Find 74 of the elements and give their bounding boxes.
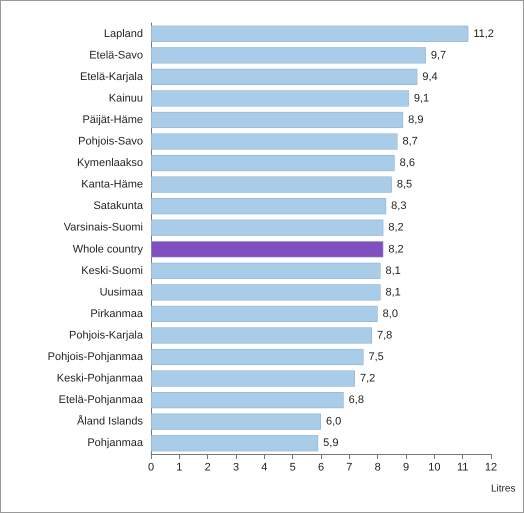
x-tick-label: 9	[402, 462, 410, 474]
data-label: 8,0	[382, 308, 398, 320]
y-tick-label: Lapland	[104, 28, 143, 40]
y-tick-label: Uusimaa	[100, 286, 144, 298]
y-tick-label: Etelä-Pohjanmaa	[58, 394, 144, 406]
y-tick-label: Pohjois-Pohjanmaa	[48, 351, 144, 364]
y-tick-label: Kainuu	[108, 92, 143, 104]
data-label: 5,9	[323, 437, 338, 450]
x-axis-title: Litres	[491, 484, 516, 494]
data-label: 8,7	[402, 136, 418, 148]
data-label: 8,6	[400, 157, 415, 170]
data-label: 7,2	[360, 372, 376, 385]
bar	[151, 306, 378, 322]
x-tick-label: 5	[290, 462, 296, 474]
y-tick-label: Kymenlaakso	[76, 157, 143, 170]
bar	[151, 176, 392, 193]
bar	[151, 327, 372, 344]
data-label: 8,1	[386, 286, 401, 298]
bar	[151, 348, 364, 366]
data-label: 11,2	[473, 28, 494, 40]
data-label: 8,2	[388, 243, 404, 256]
x-tick-label: 7	[346, 462, 352, 474]
data-label: 7,8	[377, 329, 392, 342]
bar	[151, 90, 409, 107]
y-tick-label: Keski-Pohjanmaa	[56, 372, 144, 385]
x-tick-label: 10	[428, 462, 440, 474]
data-label: 8,3	[391, 200, 406, 212]
bar	[151, 220, 384, 236]
x-tick-label: 0	[148, 462, 154, 474]
data-label: 8,2	[388, 222, 404, 234]
data-label: 9,4	[422, 70, 438, 83]
y-tick-label: Pirkanmaa	[90, 308, 144, 320]
data-label: 6,8	[348, 394, 364, 406]
x-tick-label: 3	[232, 462, 240, 474]
y-tick-label: Etelä-Karjala	[80, 70, 144, 83]
bar	[151, 47, 426, 64]
data-label: 6,0	[326, 416, 342, 428]
data-label: 8,5	[396, 178, 412, 191]
data-label: 8,9	[408, 114, 424, 126]
bar	[151, 133, 398, 150]
data-label: 7,5	[368, 351, 384, 364]
bar	[151, 198, 386, 214]
x-tick-label: 4	[261, 462, 268, 474]
data-label: 9,7	[430, 49, 446, 62]
y-tick-label: Pohjois-Karjala	[69, 329, 144, 342]
y-tick-label: Pohjanmaa	[87, 437, 144, 450]
x-tick-label: 11	[456, 462, 468, 474]
bar	[151, 154, 395, 172]
y-tick-label: Keski-Suomi	[81, 264, 143, 277]
x-tick-label: 6	[318, 462, 324, 474]
bar	[151, 370, 355, 387]
bar	[151, 262, 380, 279]
y-tick-label: Kanta-Häme	[81, 178, 143, 191]
x-tick-label: 8	[374, 462, 381, 474]
bar	[151, 68, 418, 85]
x-tick-label: 1	[176, 462, 182, 474]
data-label: 8,1	[386, 264, 401, 277]
y-tick-label: Päijät-Häme	[82, 114, 143, 126]
bar	[151, 241, 384, 258]
x-tick-label: 2	[204, 462, 211, 474]
bar	[151, 284, 380, 300]
y-tick-label: Whole country	[72, 243, 144, 256]
y-tick-label: Satakunta	[93, 200, 144, 212]
y-tick-label: Åland Islands	[76, 414, 144, 428]
bar	[151, 392, 344, 408]
data-label: 9,1	[414, 92, 430, 104]
bar	[151, 414, 321, 430]
bar	[151, 435, 318, 452]
x-tick-label: 12	[484, 462, 498, 474]
y-tick-label: Pohjois-Savo	[78, 136, 143, 148]
y-tick-label: Varsinais-Suomi	[64, 222, 143, 234]
bar	[151, 112, 404, 128]
bar	[151, 26, 468, 42]
y-tick-label: Etelä-Savo	[89, 49, 143, 62]
